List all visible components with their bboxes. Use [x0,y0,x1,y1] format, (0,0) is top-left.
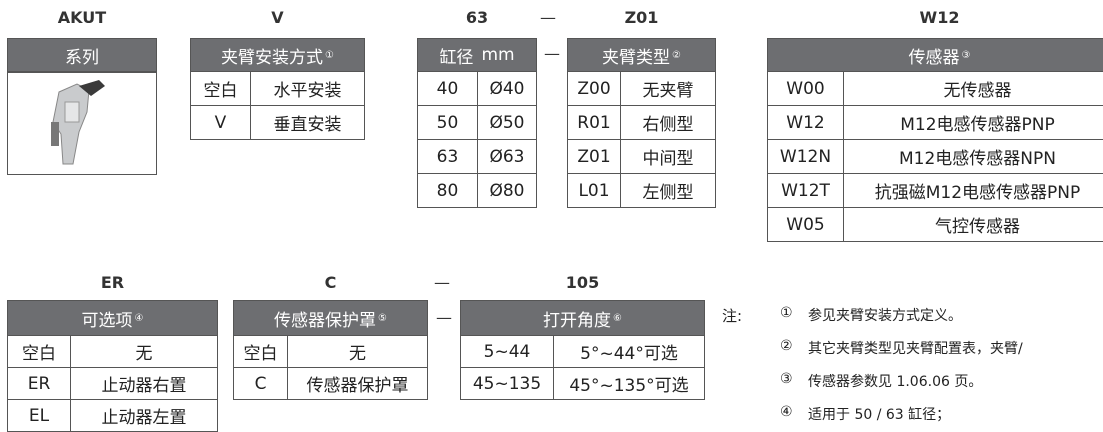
cell-desc: M12电感传感器PNP [843,105,1103,140]
header-ref: ③ [961,49,971,61]
cell-desc: 抗强磁M12电感传感器PNP [843,173,1103,208]
cell-desc: 右侧型 [620,105,716,140]
table-header: 夹臂安装方式 ① [190,38,365,72]
note-text: 适用于 50 / 63 缸径； [808,407,951,423]
cell-code: 63 [417,139,478,174]
code: W12 [919,8,960,27]
cell-desc: 止动器右置 [70,367,218,400]
cell-code: 空白 [233,335,288,368]
cell-code: Z01 [567,139,621,174]
table-header: 传感器保护罩 ⑤ [233,300,428,336]
cell-code: 80 [417,173,478,208]
table-header: 缸径 mm [417,38,537,72]
note-ref: ① [780,305,793,321]
separator: — [540,8,556,27]
cell-desc: 无 [70,335,218,368]
cell-code: W12N [767,139,844,174]
table-header: 夹臂类型 ② [567,38,716,72]
cell-code: 空白 [190,71,251,106]
header-ref: ④ [134,312,144,324]
cell-code: W00 [767,71,844,106]
cell-code: 45~135 [460,367,554,400]
cell-code: W05 [767,207,844,242]
header-text: 夹臂安装方式 [221,47,324,68]
cell-desc: Ø40 [477,71,537,106]
table-header: 可选项 ④ [7,300,218,336]
note-text: 其它夹臂类型见夹臂配置表，夹臂/ [808,341,1023,357]
cell-desc: 左侧型 [620,173,716,208]
note-ref: ④ [780,404,793,420]
cell-desc: Ø50 [477,105,537,140]
cell-desc: 45°~135°可选 [553,367,705,400]
cell-desc: 无夹臂 [620,71,716,106]
header-text: 打开角度 [543,310,612,331]
cell-desc: 无传感器 [843,71,1103,106]
header-ref: ② [672,49,681,61]
cell-desc: 无 [287,335,428,368]
code: V [271,8,284,27]
cell-desc: M12电感传感器NPN [843,139,1103,174]
header-text: 传感器 [908,47,960,68]
cell-code: C [233,367,288,400]
product-image [7,72,157,175]
table-header: 打开角度 ⑥ [460,300,705,336]
cell-desc: 气控传感器 [843,207,1103,242]
cell-code: 50 [417,105,478,140]
cell-code: 5~44 [460,335,554,368]
cell-code: W12T [767,173,844,208]
header-text: 系列 [65,47,99,68]
code: 105 [565,273,600,292]
header-text: 传感器保护罩 [274,310,377,331]
note-ref: ③ [780,371,793,387]
cell-desc: 垂直安装 [250,105,365,140]
header-text: 缸径 [439,47,474,68]
code: C [324,273,337,292]
cell-desc: 水平安装 [250,71,365,106]
cell-desc: Ø80 [477,173,537,208]
note-text: 参见夹臂安装方式定义。 [808,308,962,324]
code: Z01 [624,8,659,27]
cell-desc: 传感器保护罩 [287,367,428,400]
cell-code: 40 [417,71,478,106]
cell-code: W12 [767,105,844,140]
header-ref: ① [325,49,334,61]
cell-desc: 止动器左置 [70,399,218,432]
table-header: 系列 [7,38,157,72]
header-ref: ⑤ [378,312,387,324]
separator: — [436,308,452,327]
header-ref: ⑥ [613,312,622,324]
cell-desc: Ø63 [477,139,537,174]
cell-code: V [190,105,251,140]
notes-label: 注: [722,307,743,325]
cell-code: EL [7,399,71,432]
note-ref: ② [780,338,793,354]
code: AKUT [57,8,107,27]
separator: — [434,273,450,292]
cell-code: L01 [567,173,621,208]
header-unit: mm [481,45,515,65]
cell-desc: 5°~44°可选 [553,335,705,368]
note-text: 传感器参数见 1.06.06 页。 [808,374,983,390]
cell-code: R01 [567,105,621,140]
table-header: 传感器 ③ [767,38,1103,72]
code: 63 [465,8,489,27]
header-text: 夹臂类型 [602,47,671,68]
cell-code: 空白 [7,335,71,368]
header-text: 可选项 [81,310,133,331]
cell-code: Z00 [567,71,621,106]
code: ER [100,273,125,292]
cell-desc: 中间型 [620,139,716,174]
separator: — [544,44,560,63]
cell-code: ER [7,367,71,400]
